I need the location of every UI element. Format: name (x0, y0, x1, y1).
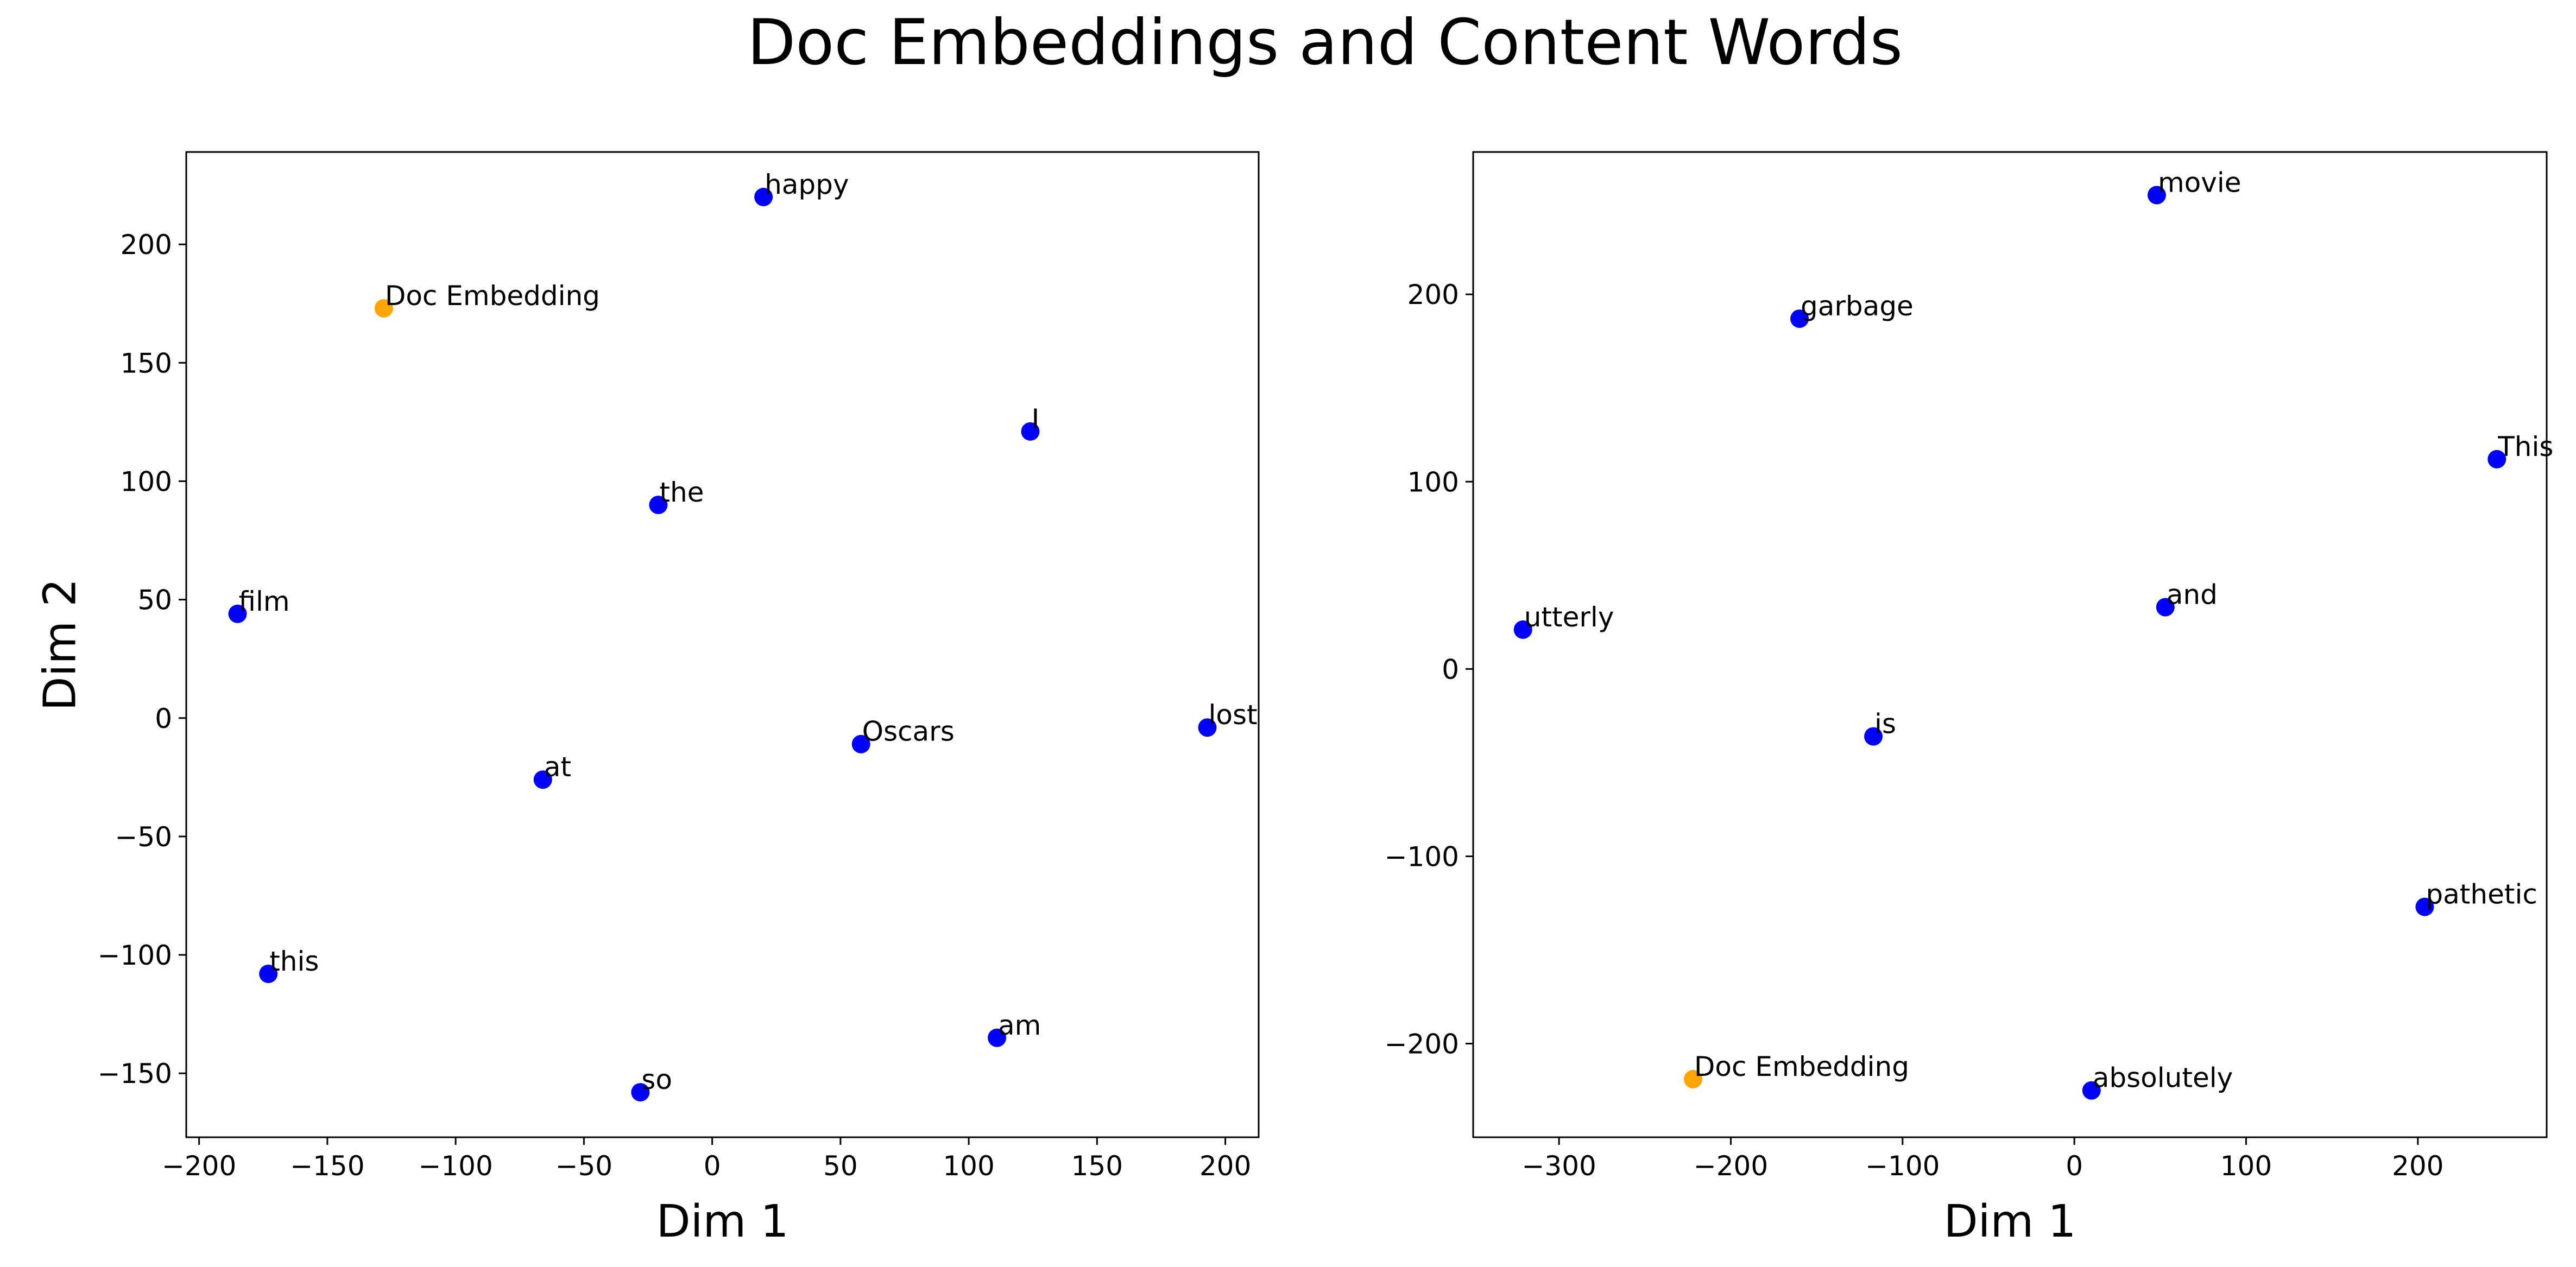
x-tick-label: −150 (290, 1150, 364, 1182)
data-point (2487, 449, 2506, 468)
point-label: movie (2158, 167, 2242, 198)
left-scatter-plot: −200 −150 −100 −50 0 50 100 150 200 −150 −100 −50 0 5… (35, 151, 1260, 1247)
data-point (1864, 727, 1883, 746)
x-tick-label: −50 (555, 1150, 613, 1182)
point-label: happy (765, 169, 849, 200)
point-label: so (641, 1064, 672, 1095)
x-tick-label: −100 (418, 1150, 493, 1182)
point-label: absolutely (2093, 1062, 2233, 1094)
point-label: I (1031, 403, 1039, 435)
x-tick-label: 150 (1071, 1150, 1123, 1182)
x-tick-label: −200 (162, 1150, 236, 1182)
x-tick-label: −200 (1694, 1150, 1768, 1182)
axes-frame (185, 151, 1260, 1138)
point-label: film (238, 586, 289, 617)
y-tick-label: 50 (137, 585, 172, 616)
point-label: at (544, 751, 571, 783)
data-point (754, 187, 773, 206)
point-label: pathetic (2426, 879, 2537, 910)
data-point (2147, 186, 2166, 205)
data-point (1198, 718, 1217, 737)
data-point (1790, 309, 1809, 328)
axes-frame (1472, 151, 2548, 1138)
data-point (1513, 620, 1532, 639)
y-tick-label: −200 (1385, 1028, 1459, 1060)
point-label: Doc Embedding (1694, 1051, 1909, 1082)
y-tick-label: 200 (1407, 279, 1459, 311)
x-tick-label: 50 (823, 1150, 858, 1182)
point-label: the (659, 477, 704, 508)
y-tick-label: 150 (121, 347, 172, 379)
point-label: Oscars (862, 716, 955, 747)
y-tick-label: 100 (1407, 466, 1459, 498)
data-point (631, 1083, 650, 1102)
y-tick-label: −100 (1385, 841, 1459, 872)
data-point (2082, 1081, 2101, 1100)
x-tick-label: 200 (1199, 1150, 1251, 1182)
y-tick-label: −150 (98, 1058, 172, 1089)
data-point (2156, 598, 2175, 617)
x-tick-label: 100 (943, 1150, 994, 1182)
point-label: this (269, 946, 319, 977)
x-tick-label: 100 (2220, 1150, 2272, 1182)
y-tick-label: 100 (121, 466, 172, 497)
point-label: is (1874, 708, 1896, 740)
x-tick-label: −100 (1865, 1150, 1940, 1182)
data-point (533, 770, 552, 789)
x-tick-label: 0 (704, 1150, 721, 1182)
x-tick-label: 0 (2066, 1150, 2083, 1182)
right-scatter-plot: −300 −200 −100 0 100 200 −200 −100 0 100 200 movie g… (1385, 151, 2553, 1247)
data-point (851, 734, 870, 753)
x-axis-label: Dim 1 (1943, 1196, 2076, 1247)
data-point (228, 604, 247, 623)
y-tick-label: 0 (155, 703, 172, 734)
x-tick-label: −300 (1521, 1150, 1596, 1182)
data-point (649, 496, 668, 515)
x-axis-label: Dim 1 (656, 1196, 788, 1247)
data-point (2415, 897, 2434, 916)
point-label: This (2497, 431, 2553, 463)
point-label: and (2167, 579, 2218, 610)
y-tick-label: 0 (1442, 654, 1459, 685)
data-point (259, 964, 278, 983)
point-label: garbage (1801, 290, 1914, 322)
y-axis-label: Dim 2 (35, 578, 86, 711)
y-tick-label: −50 (115, 821, 172, 853)
point-label: Doc Embedding (385, 280, 600, 312)
y-tick-label: −100 (98, 940, 172, 971)
data-point (1683, 1070, 1702, 1089)
figure-title: Doc Embeddings and Content Words (747, 6, 1903, 79)
point-label: am (998, 1010, 1041, 1041)
y-tick-label: 200 (121, 229, 172, 261)
x-tick-label: 200 (2392, 1150, 2444, 1182)
point-label: utterly (1524, 601, 1614, 633)
point-label: lost (1209, 699, 1258, 731)
data-point (988, 1028, 1007, 1047)
data-point (374, 299, 393, 318)
data-point (1021, 422, 1040, 441)
